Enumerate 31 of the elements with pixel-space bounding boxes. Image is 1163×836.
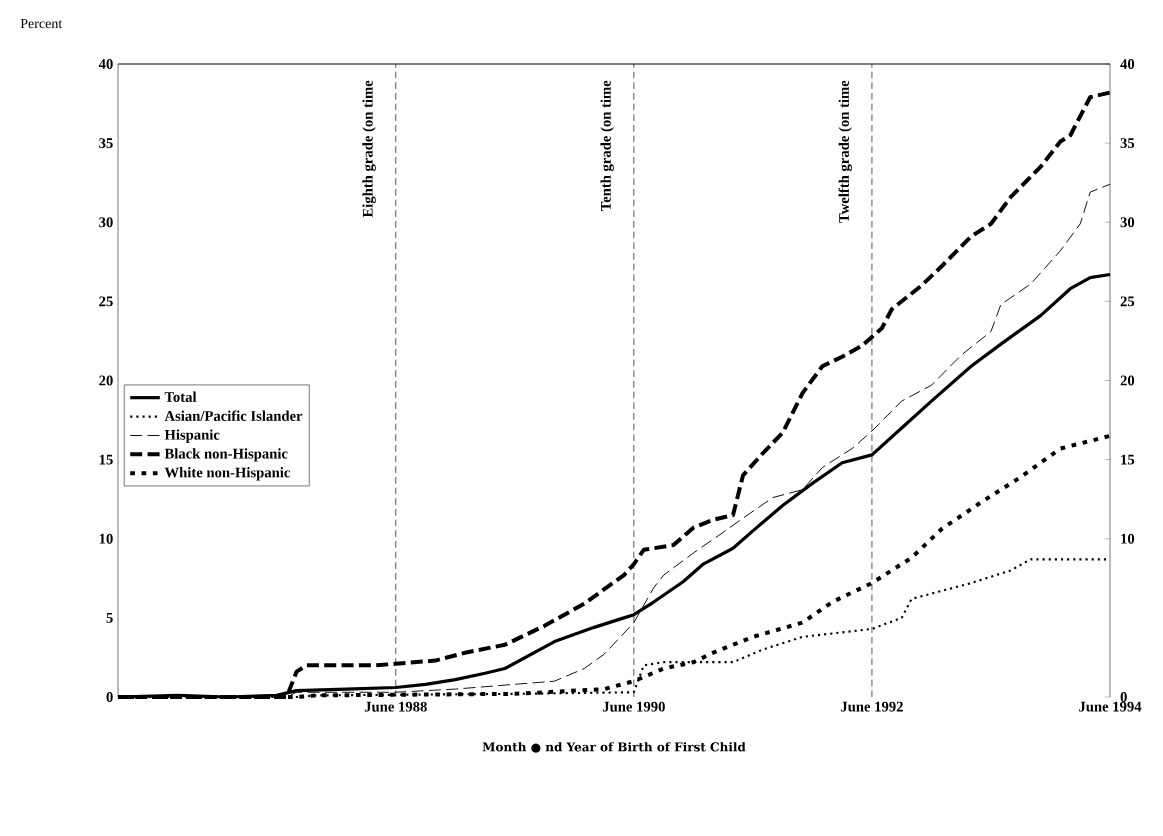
legend-label: White non-Hispanic bbox=[164, 467, 291, 481]
x-tick-label: June 1992 bbox=[841, 701, 903, 712]
y2-tick-label: 10 bbox=[1121, 533, 1135, 544]
y-tick-label: 10 bbox=[99, 533, 113, 544]
y2-tick-label: 35 bbox=[1120, 138, 1135, 149]
legend-label: Black non-Hispanic bbox=[164, 448, 288, 462]
x-axis-title: Month ● nd Year of Birth of First Child bbox=[482, 742, 746, 753]
x-tick-label: June 1990 bbox=[602, 701, 665, 712]
y2-tick-label: 0 bbox=[1120, 692, 1127, 702]
y2-tick-label: 20 bbox=[1120, 375, 1135, 386]
ref-line-label: Tenth grade (on time bbox=[600, 80, 614, 212]
y-tick-label: 15 bbox=[99, 454, 113, 465]
x-tick-label: June 1994 bbox=[1079, 701, 1142, 712]
x-tick-label: June 1988 bbox=[364, 701, 427, 712]
y2-tick-label: 30 bbox=[1120, 217, 1135, 228]
y-tick-label: 20 bbox=[99, 375, 113, 386]
legend-label: Total bbox=[164, 391, 197, 402]
y-tick-label: 25 bbox=[99, 296, 113, 307]
y2-tick-label: 40 bbox=[1120, 59, 1135, 69]
y-axis-title: Percent bbox=[20, 18, 63, 29]
legend-label: Asian/Pacific Islander bbox=[164, 410, 303, 421]
y-tick-label: 30 bbox=[99, 217, 113, 228]
y-tick-label: 5 bbox=[106, 613, 113, 623]
y-tick-label: 35 bbox=[99, 138, 113, 149]
y2-tick-label: 15 bbox=[1121, 454, 1135, 465]
y-tick-label: 0 bbox=[106, 692, 113, 702]
y-tick-label: 40 bbox=[98, 59, 113, 69]
ref-line-label: Eighth grade (on time bbox=[362, 80, 376, 218]
legend-label: Hispanic bbox=[164, 429, 220, 443]
y2-tick-label: 25 bbox=[1120, 296, 1135, 307]
ref-line-label: Twelfth grade (on time bbox=[838, 80, 853, 223]
